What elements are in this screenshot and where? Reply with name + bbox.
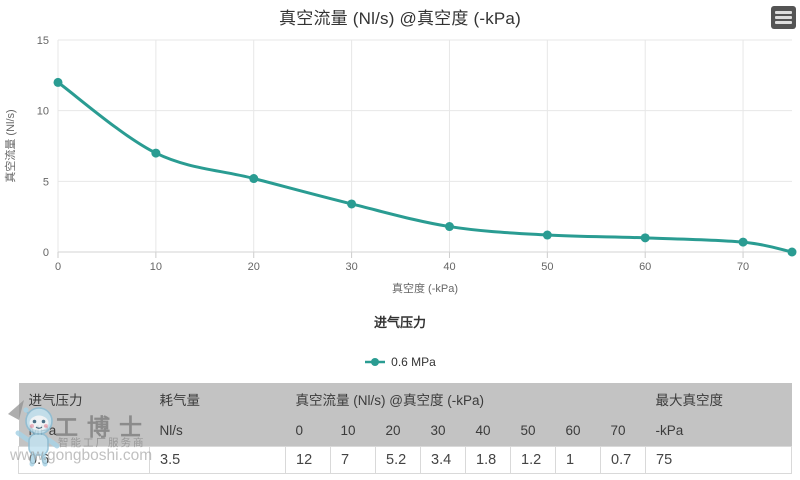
chart-plot: 0 5 10 15 0 10 20 30 40 50 60 70 真空流量 (Nl/s) [3, 35, 797, 273]
cell-flow-10: 7 [330, 446, 376, 474]
cell-flow-60: 1 [555, 446, 601, 474]
data-point[interactable] [444, 222, 454, 232]
legend-item[interactable]: 0.6 MPa [364, 355, 436, 369]
cell-flow-20: 5.2 [375, 446, 421, 474]
y-tick-label: 15 [37, 35, 49, 47]
data-point[interactable] [151, 148, 161, 158]
x-tick-label: 10 [150, 261, 162, 273]
x-tick-label: 50 [541, 261, 553, 273]
col-group-max-vacuum: 最大真空度 [645, 383, 792, 415]
col-group-air-consumption: 耗气量 [149, 383, 286, 415]
data-point[interactable] [738, 237, 748, 247]
col-header: -kPa [645, 415, 792, 447]
y-tick-label: 10 [37, 106, 49, 118]
data-point[interactable] [787, 247, 797, 257]
data-table: 进气压力 耗气量 真空流量 (Nl/s) @真空度 (-kPa) 最大真空度 M… [18, 383, 792, 474]
col-header: Nl/s [149, 415, 286, 447]
legend: 进气压力 0.6 MPa [0, 312, 800, 372]
table-header-unit-row: MPa Nl/s 0 10 20 30 40 50 60 70 -kPa [18, 415, 792, 447]
x-tick-label: 20 [248, 261, 260, 273]
y-tick-label: 0 [43, 247, 49, 259]
data-point[interactable] [53, 77, 63, 87]
x-tick-label: 30 [345, 261, 357, 273]
data-point[interactable] [640, 233, 650, 243]
series-line [56, 80, 794, 254]
col-header: 40 [465, 415, 511, 447]
cell-flow-50: 1.2 [510, 446, 556, 474]
y-tick-label: 5 [43, 176, 49, 188]
y-axis-title: 真空流量 (Nl/s) [3, 109, 17, 182]
table-header-group-row: 进气压力 耗气量 真空流量 (Nl/s) @真空度 (-kPa) 最大真空度 [18, 383, 792, 415]
legend-marker-icon [365, 358, 386, 366]
col-group-vacuum-flow: 真空流量 (Nl/s) @真空度 (-kPa) [285, 383, 646, 415]
legend-title: 进气压力 [373, 315, 426, 330]
col-header: MPa [18, 415, 150, 447]
table-row: 0.6 3.5 12 7 5.2 3.4 1.8 1.2 1 0.7 75 [18, 446, 792, 474]
cell-flow-70: 0.7 [600, 446, 646, 474]
col-group-inlet-pressure: 进气压力 [18, 383, 150, 415]
hamburger-icon [775, 16, 792, 19]
x-tick-label: 0 [55, 261, 61, 273]
col-header: 20 [375, 415, 421, 447]
hamburger-icon [775, 21, 792, 24]
hamburger-icon [775, 11, 792, 14]
legend-item-label: 0.6 MPa [391, 355, 436, 369]
chart-container: 真空流量 (Nl/s) @真空度 (-kPa) 0 5 10 15 0 10 20 30 40 5… [0, 6, 800, 372]
cell-flow-0: 12 [285, 446, 331, 474]
cell-flow-30: 3.4 [420, 446, 466, 474]
cell-air-consumption: 3.5 [149, 446, 286, 474]
col-header: 0 [285, 415, 331, 447]
export-menu-button[interactable] [771, 6, 796, 29]
x-tick-label: 70 [737, 261, 749, 273]
cell-flow-40: 1.8 [465, 446, 511, 474]
col-header: 30 [420, 415, 466, 447]
cell-max-vacuum: 75 [645, 446, 792, 474]
x-tick-label: 40 [443, 261, 455, 273]
col-header: 10 [330, 415, 376, 447]
chart-title: 真空流量 (Nl/s) @真空度 (-kPa) [279, 9, 521, 28]
x-tick-label: 60 [639, 261, 651, 273]
data-point[interactable] [542, 230, 552, 240]
x-axis-title: 真空度 (-kPa) [392, 283, 458, 295]
col-header: 50 [510, 415, 556, 447]
data-point[interactable] [347, 199, 357, 209]
col-header: 70 [600, 415, 646, 447]
data-point[interactable] [249, 174, 259, 184]
col-header: 60 [555, 415, 601, 447]
cell-inlet-pressure: 0.6 [18, 446, 150, 474]
